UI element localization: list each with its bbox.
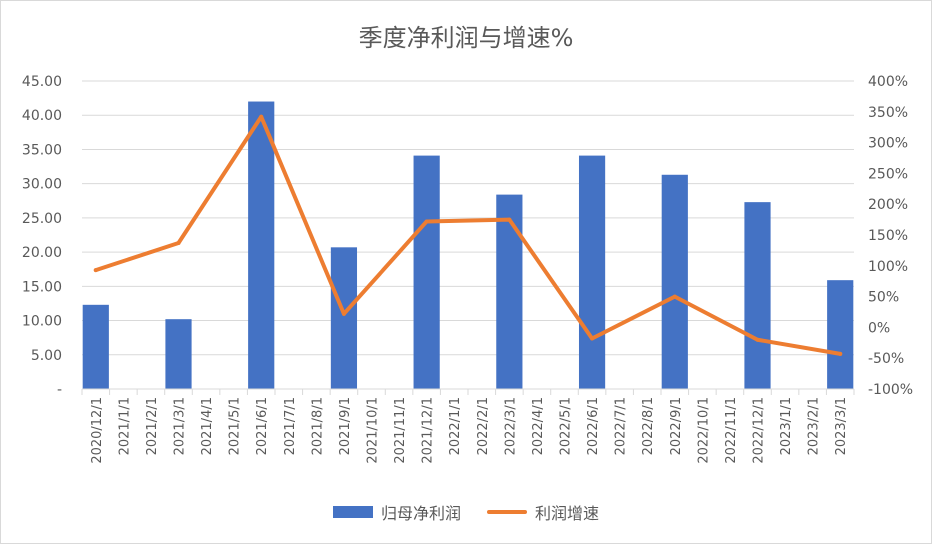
bar (165, 319, 192, 389)
x-tick-label: 2021/3/1 (173, 397, 188, 455)
legend: 归母净利润 利润增速 (0, 500, 932, 524)
y-left-tick-label: 20.00 (22, 245, 62, 261)
x-tick-label: 2021/1/1 (117, 397, 132, 455)
y-left-tick-label: - (57, 382, 62, 398)
legend-item-bars: 归母净利润 (332, 500, 461, 524)
y-left-tick-label: 30.00 (22, 177, 62, 193)
growth-point (590, 336, 595, 341)
line-series (93, 114, 843, 356)
bar (248, 101, 275, 390)
y-left-tick-label: 25.00 (22, 211, 62, 227)
x-tick-label: 2021/6/1 (255, 397, 270, 455)
x-tick-label: 2020/12/1 (90, 397, 105, 464)
growth-point (93, 268, 98, 273)
x-tick-label: 2022/12/1 (752, 397, 767, 464)
legend-item-line: 利润增速 (487, 500, 599, 524)
x-tick-label: 2022/6/1 (586, 397, 601, 455)
y-right-tick-label: 50% (868, 290, 899, 306)
x-tick-label: 2021/10/1 (366, 397, 381, 464)
left-axis-ticks: - 5.00 10.00 15.00 20.00 25.00 30.00 35.00 40.00… (22, 74, 62, 398)
legend-label-line: 利润增速 (535, 504, 600, 523)
y-right-tick-label: 100% (868, 259, 908, 275)
x-tick-label: 2023/2/1 (807, 397, 822, 455)
x-tick-label: 2023/3/1 (834, 397, 849, 455)
x-tick-label: 2021/9/1 (338, 397, 353, 455)
y-left-tick-label: 5.00 (31, 348, 62, 364)
y-right-tick-label: -50% (868, 351, 904, 367)
x-tick-label: 2021/8/1 (310, 397, 325, 455)
x-tick-label: 2021/7/1 (283, 397, 298, 455)
x-tick-label: 2022/11/1 (724, 397, 739, 464)
bar (496, 194, 523, 389)
x-tick-label: 2022/3/1 (503, 397, 518, 455)
y-left-tick-label: 35.00 (22, 142, 62, 158)
bar (744, 202, 771, 389)
growth-point (176, 241, 181, 246)
gridlines (82, 80, 854, 390)
x-tick-label: 2022/2/1 (476, 397, 491, 455)
x-tick-label: 2022/7/1 (614, 397, 629, 455)
growth-point (341, 311, 346, 316)
legend-swatch-bar (332, 506, 373, 518)
x-axis-ticks: 2020/12/1 2021/1/1 2021/2/1 2021/3/1 2021/4/… (81, 388, 855, 464)
growth-point (672, 294, 677, 299)
y-left-tick-label: 15.00 (22, 279, 62, 295)
bar (82, 304, 109, 389)
x-tick-label: 2022/10/1 (696, 397, 711, 464)
bar (661, 174, 688, 389)
bar (578, 155, 606, 389)
x-tick-label: 2021/11/1 (393, 397, 408, 464)
y-left-tick-label: 45.00 (22, 74, 62, 90)
x-tick-label: 2021/5/1 (228, 397, 243, 455)
y-right-tick-label: 150% (868, 228, 908, 244)
legend-swatch-line (487, 510, 527, 514)
x-tick-label: 2023/1/1 (779, 397, 794, 455)
growth-point (755, 337, 760, 342)
legend-label-bars: 归母净利润 (380, 504, 461, 523)
x-tick-label: 2022/9/1 (669, 397, 684, 455)
y-left-tick-label: 10.00 (22, 314, 62, 330)
x-tick-label: 2022/5/1 (559, 397, 574, 455)
x-tick-label: 2021/12/1 (421, 397, 436, 464)
y-right-tick-label: 200% (868, 197, 908, 213)
growth-point (424, 219, 429, 224)
right-axis-ticks: -100% -50% 0% 50% 100% 150% 200% 250% 300% 350% 40… (868, 74, 913, 398)
x-tick-label: 2022/1/1 (448, 397, 463, 455)
x-tick-label: 2022/4/1 (531, 397, 546, 455)
bar (413, 155, 440, 389)
bar-series (82, 101, 854, 390)
y-right-tick-label: 300% (868, 136, 908, 152)
growth-point (259, 114, 264, 119)
y-left-tick-label: 40.00 (22, 108, 62, 124)
growth-line (93, 114, 843, 356)
growth-point (838, 351, 843, 356)
y-right-tick-label: 350% (868, 105, 908, 121)
y-right-tick-label: 0% (868, 320, 890, 336)
bar (330, 247, 358, 389)
y-right-tick-label: 400% (868, 74, 908, 90)
y-right-tick-label: 250% (868, 166, 908, 182)
y-right-tick-label: -100% (868, 382, 913, 398)
bar (827, 280, 854, 389)
x-tick-label: 2021/4/1 (200, 397, 215, 455)
x-tick-label: 2022/8/1 (641, 397, 656, 455)
chart-title: 季度净利润与增速% (358, 24, 574, 52)
growth-point (507, 217, 512, 222)
x-tick-label: 2021/2/1 (145, 397, 160, 455)
